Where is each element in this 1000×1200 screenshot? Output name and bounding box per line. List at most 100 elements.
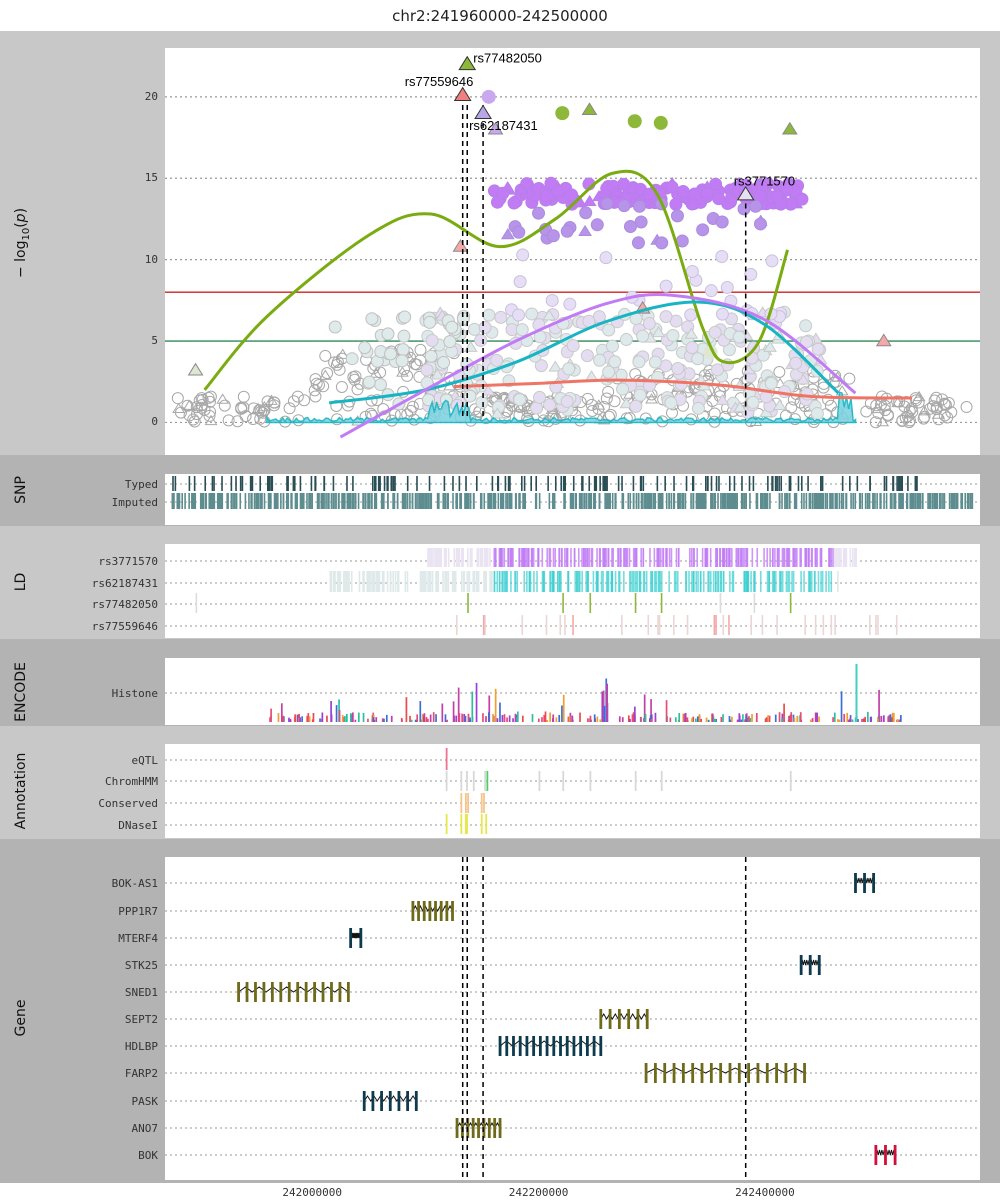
histone-bar bbox=[627, 715, 630, 722]
scatter-point bbox=[617, 177, 631, 191]
snp-imputed-tick bbox=[928, 493, 931, 509]
snp-typed-tick bbox=[314, 476, 317, 491]
scatter-point bbox=[347, 371, 360, 384]
gene-exon bbox=[445, 901, 449, 921]
ld-tick bbox=[624, 548, 627, 567]
manhattan-panel bbox=[165, 48, 980, 455]
scatter-point bbox=[799, 335, 813, 349]
snp-imputed-tick bbox=[406, 493, 409, 509]
histone-bar bbox=[705, 717, 708, 722]
scatter-point bbox=[546, 229, 560, 243]
histone-bar bbox=[282, 715, 285, 722]
histone-bar bbox=[633, 706, 636, 722]
snp-imputed-tick bbox=[650, 493, 652, 509]
gene-exon bbox=[287, 982, 291, 1002]
ld-tick bbox=[574, 571, 577, 592]
snp-imputed-tick bbox=[969, 493, 972, 509]
gene-exon bbox=[270, 982, 274, 1002]
histone-bar bbox=[730, 719, 732, 722]
snp-imputed-tick bbox=[569, 493, 572, 509]
scatter-point bbox=[810, 406, 824, 420]
snp-typed-tick bbox=[530, 476, 533, 491]
histone-bar bbox=[631, 714, 634, 722]
smooth-curve-purple bbox=[339, 293, 857, 439]
ld-tick bbox=[559, 571, 561, 592]
snp-imputed-tick bbox=[894, 493, 897, 509]
lead-snp-marker bbox=[474, 104, 492, 119]
snp-imputed-tick bbox=[465, 493, 467, 509]
scatter-point bbox=[910, 394, 923, 407]
ld-tick bbox=[329, 571, 332, 592]
scatter-point bbox=[715, 250, 729, 264]
gene-exon bbox=[397, 1091, 401, 1111]
scatter-point bbox=[671, 362, 685, 376]
ld-tick bbox=[362, 571, 364, 592]
ld-tick bbox=[838, 548, 840, 567]
gene-exon bbox=[817, 955, 821, 975]
histone-bar bbox=[482, 713, 484, 722]
snp-imputed-tick bbox=[436, 493, 439, 509]
dnase-mark bbox=[460, 814, 463, 834]
scatter-point bbox=[514, 183, 529, 195]
snp-imputed-tick bbox=[553, 493, 556, 509]
snp-imputed-tick bbox=[483, 493, 486, 509]
ld-tick bbox=[428, 548, 431, 567]
histone-bar bbox=[467, 713, 470, 722]
ld-tick bbox=[433, 548, 435, 567]
histone-bar bbox=[878, 689, 880, 722]
snp-imputed-tick bbox=[519, 493, 521, 509]
snp-typed-tick bbox=[900, 476, 902, 491]
ld-tick bbox=[766, 571, 769, 592]
scatter-point bbox=[287, 395, 300, 408]
snp-typed-tick bbox=[293, 476, 296, 491]
scatter-point bbox=[188, 415, 201, 428]
histone-bar bbox=[596, 716, 599, 722]
scatter-point bbox=[362, 375, 376, 389]
histone-bar bbox=[499, 702, 501, 722]
snp-imputed-tick bbox=[409, 493, 411, 509]
ld-tick bbox=[753, 571, 755, 592]
gene-exon bbox=[330, 982, 333, 1002]
histone-bar bbox=[778, 712, 781, 722]
snp-imputed-tick bbox=[452, 493, 454, 509]
snp-imputed-tick bbox=[593, 493, 595, 509]
ld-tick bbox=[638, 571, 641, 592]
histone-bar bbox=[644, 713, 647, 722]
y-tick-label: 0 bbox=[151, 415, 158, 428]
ld-tick bbox=[560, 571, 562, 592]
histone-bar bbox=[367, 718, 369, 722]
snp-imputed-tick bbox=[711, 493, 714, 509]
scatter-point bbox=[204, 390, 217, 403]
snp-imputed-tick bbox=[940, 493, 942, 509]
gene-exon bbox=[559, 1036, 562, 1056]
snp-imputed-tick bbox=[171, 493, 174, 509]
scatter-point bbox=[941, 411, 954, 424]
ld-tick bbox=[721, 548, 724, 567]
scatter-point bbox=[171, 392, 184, 405]
histone-bar bbox=[494, 688, 497, 722]
scatter-point bbox=[494, 310, 508, 324]
histone-bar bbox=[516, 711, 519, 722]
scatter-point bbox=[374, 378, 388, 392]
scatter-point bbox=[172, 402, 185, 414]
snp-imputed-tick bbox=[749, 493, 751, 509]
ld-tick bbox=[675, 571, 677, 592]
histone-bar bbox=[751, 713, 753, 722]
snp-typed-tick bbox=[564, 476, 567, 491]
scatter-point bbox=[715, 393, 730, 405]
scatter-point bbox=[619, 397, 634, 409]
y-tick-label: 5 bbox=[151, 334, 158, 347]
ld-tick bbox=[343, 571, 345, 592]
histone-bar bbox=[728, 716, 731, 722]
scatter-point bbox=[555, 106, 570, 121]
snp-typed-tick bbox=[509, 476, 511, 491]
ld-tick bbox=[835, 548, 837, 567]
histone-bar bbox=[889, 714, 892, 722]
ld-tick bbox=[471, 548, 473, 567]
scatter-point bbox=[198, 403, 211, 416]
ld-tick bbox=[686, 615, 689, 635]
snp-imputed-tick bbox=[931, 493, 934, 509]
histone-bar bbox=[744, 719, 746, 722]
snp-typed-tick bbox=[251, 476, 254, 491]
ld-tick bbox=[456, 615, 458, 635]
